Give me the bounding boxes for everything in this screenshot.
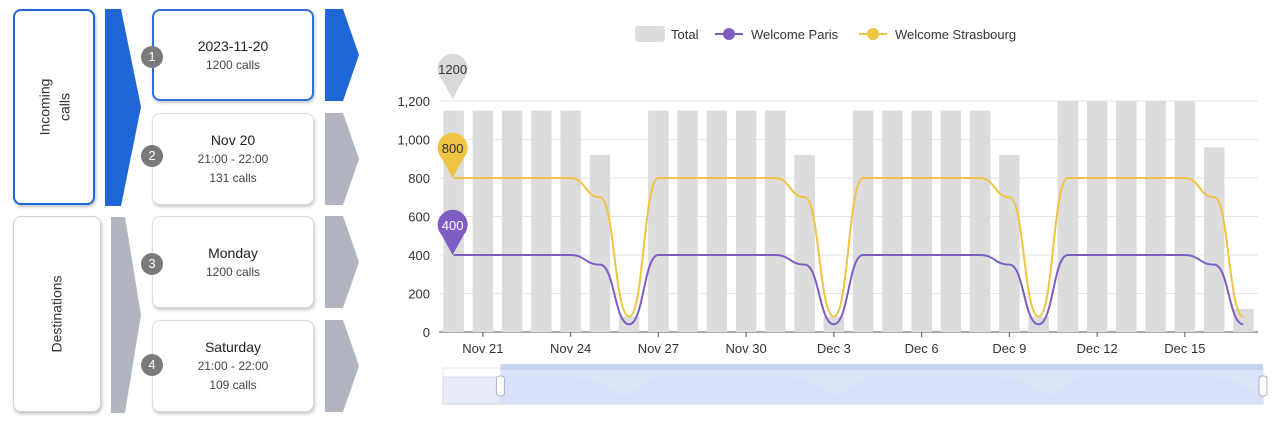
node-1-arrow (325, 9, 359, 101)
node-card-weekday-hour[interactable]: Saturday 21:00 - 22:00 109 calls (152, 320, 314, 412)
total-bar[interactable] (560, 110, 581, 332)
y-tick-label: 1,200 (397, 94, 430, 109)
y-tick-label: 400 (408, 248, 430, 263)
destinations-panel[interactable]: Destinations (13, 216, 101, 412)
total-bar[interactable] (1233, 308, 1254, 332)
x-tick-label: Dec 6 (905, 341, 939, 356)
total-bar[interactable] (794, 154, 815, 332)
total-bar[interactable] (1086, 101, 1108, 332)
step-badge-2: 2 (141, 145, 163, 167)
node-title: 2023-11-20 (197, 37, 269, 54)
legend-swatch-dot[interactable] (723, 28, 735, 40)
node-title: Monday (208, 244, 258, 261)
total-bar[interactable] (706, 110, 728, 332)
destinations-flow-arrow (111, 217, 141, 413)
zoom-move-bar[interactable] (500, 364, 1263, 370)
marker-pin-label: 800 (442, 141, 464, 156)
incoming-calls-panel[interactable]: Incoming calls (13, 9, 95, 205)
x-tick-label: Nov 30 (726, 341, 767, 356)
total-bar[interactable] (472, 110, 494, 332)
welcome-strasbourg-line[interactable] (453, 177, 1244, 318)
marker-pin (437, 132, 468, 178)
total-bar[interactable] (1203, 147, 1225, 332)
legend-label[interactable]: Welcome Paris (751, 27, 839, 42)
total-bar[interactable] (1145, 101, 1166, 332)
legend-label[interactable]: Total (671, 27, 699, 42)
total-bar[interactable] (589, 154, 611, 332)
node-calls: 109 calls (209, 378, 257, 392)
x-tick-label: Dec 9 (992, 341, 1026, 356)
y-tick-label: 200 (408, 287, 430, 302)
marker-pin (437, 209, 468, 255)
total-bar[interactable] (969, 110, 991, 332)
total-bar[interactable] (940, 110, 962, 332)
total-bar[interactable] (1174, 101, 1196, 332)
welcome-paris-line[interactable] (453, 254, 1244, 326)
zoom-handle-right[interactable] (1258, 375, 1268, 397)
total-bar[interactable] (999, 154, 1020, 332)
y-tick-label: 600 (408, 210, 430, 225)
total-bar[interactable] (765, 110, 786, 332)
total-bar[interactable] (1116, 101, 1137, 332)
zoom-selection[interactable] (500, 368, 1263, 404)
x-tick-label: Dec 3 (817, 341, 851, 356)
step-badge-3: 3 (141, 253, 163, 275)
step-badge-1: 1 (141, 46, 163, 68)
y-tick-label: 1,000 (397, 133, 430, 148)
zoom-handle-left[interactable] (495, 375, 505, 397)
x-tick-label: Nov 27 (638, 341, 679, 356)
total-bar[interactable] (911, 110, 932, 332)
total-bar[interactable] (501, 110, 523, 332)
total-bar[interactable] (852, 110, 874, 332)
x-tick-label: Nov 24 (550, 341, 591, 356)
node-card-hour[interactable]: Nov 20 21:00 - 22:00 131 calls (152, 113, 314, 205)
node-calls: 1200 calls (205, 264, 261, 279)
y-tick-label: 800 (408, 171, 430, 186)
node-title: Saturday (204, 339, 262, 355)
legend-swatch-dot[interactable] (867, 28, 879, 40)
total-bar[interactable] (531, 110, 552, 332)
node-card-date[interactable]: 2023-11-20 1200 calls (152, 9, 314, 101)
total-bar[interactable] (648, 110, 669, 332)
step-badge-4: 4 (141, 354, 163, 376)
incoming-flow-arrow (105, 9, 141, 206)
node-3-arrow (325, 216, 359, 308)
node-4-arrow (325, 320, 359, 412)
marker-pin (437, 53, 468, 99)
node-title: Nov 20 (210, 132, 256, 148)
marker-pin-label: 400 (442, 218, 464, 233)
node-calls: 131 calls (209, 171, 257, 185)
node-time: 21:00 - 22:00 (197, 359, 269, 373)
y-tick-label: 0 (423, 325, 430, 340)
legend-swatch-total[interactable] (635, 26, 665, 42)
x-tick-label: Dec 12 (1077, 341, 1118, 356)
legend-label[interactable]: Welcome Strasbourg (895, 27, 1016, 42)
node-calls: 1200 calls (205, 57, 261, 72)
total-bar[interactable] (735, 110, 757, 332)
x-tick-label: Nov 21 (462, 341, 503, 356)
total-bar[interactable] (1057, 101, 1079, 332)
node-time: 21:00 - 22:00 (197, 152, 269, 166)
total-bar[interactable] (677, 110, 698, 332)
marker-pin-label: 1200 (438, 62, 467, 77)
x-tick-label: Dec 15 (1164, 341, 1205, 356)
node-2-arrow (325, 113, 359, 205)
total-bar[interactable] (882, 110, 903, 332)
node-card-weekday[interactable]: Monday 1200 calls (152, 216, 314, 308)
